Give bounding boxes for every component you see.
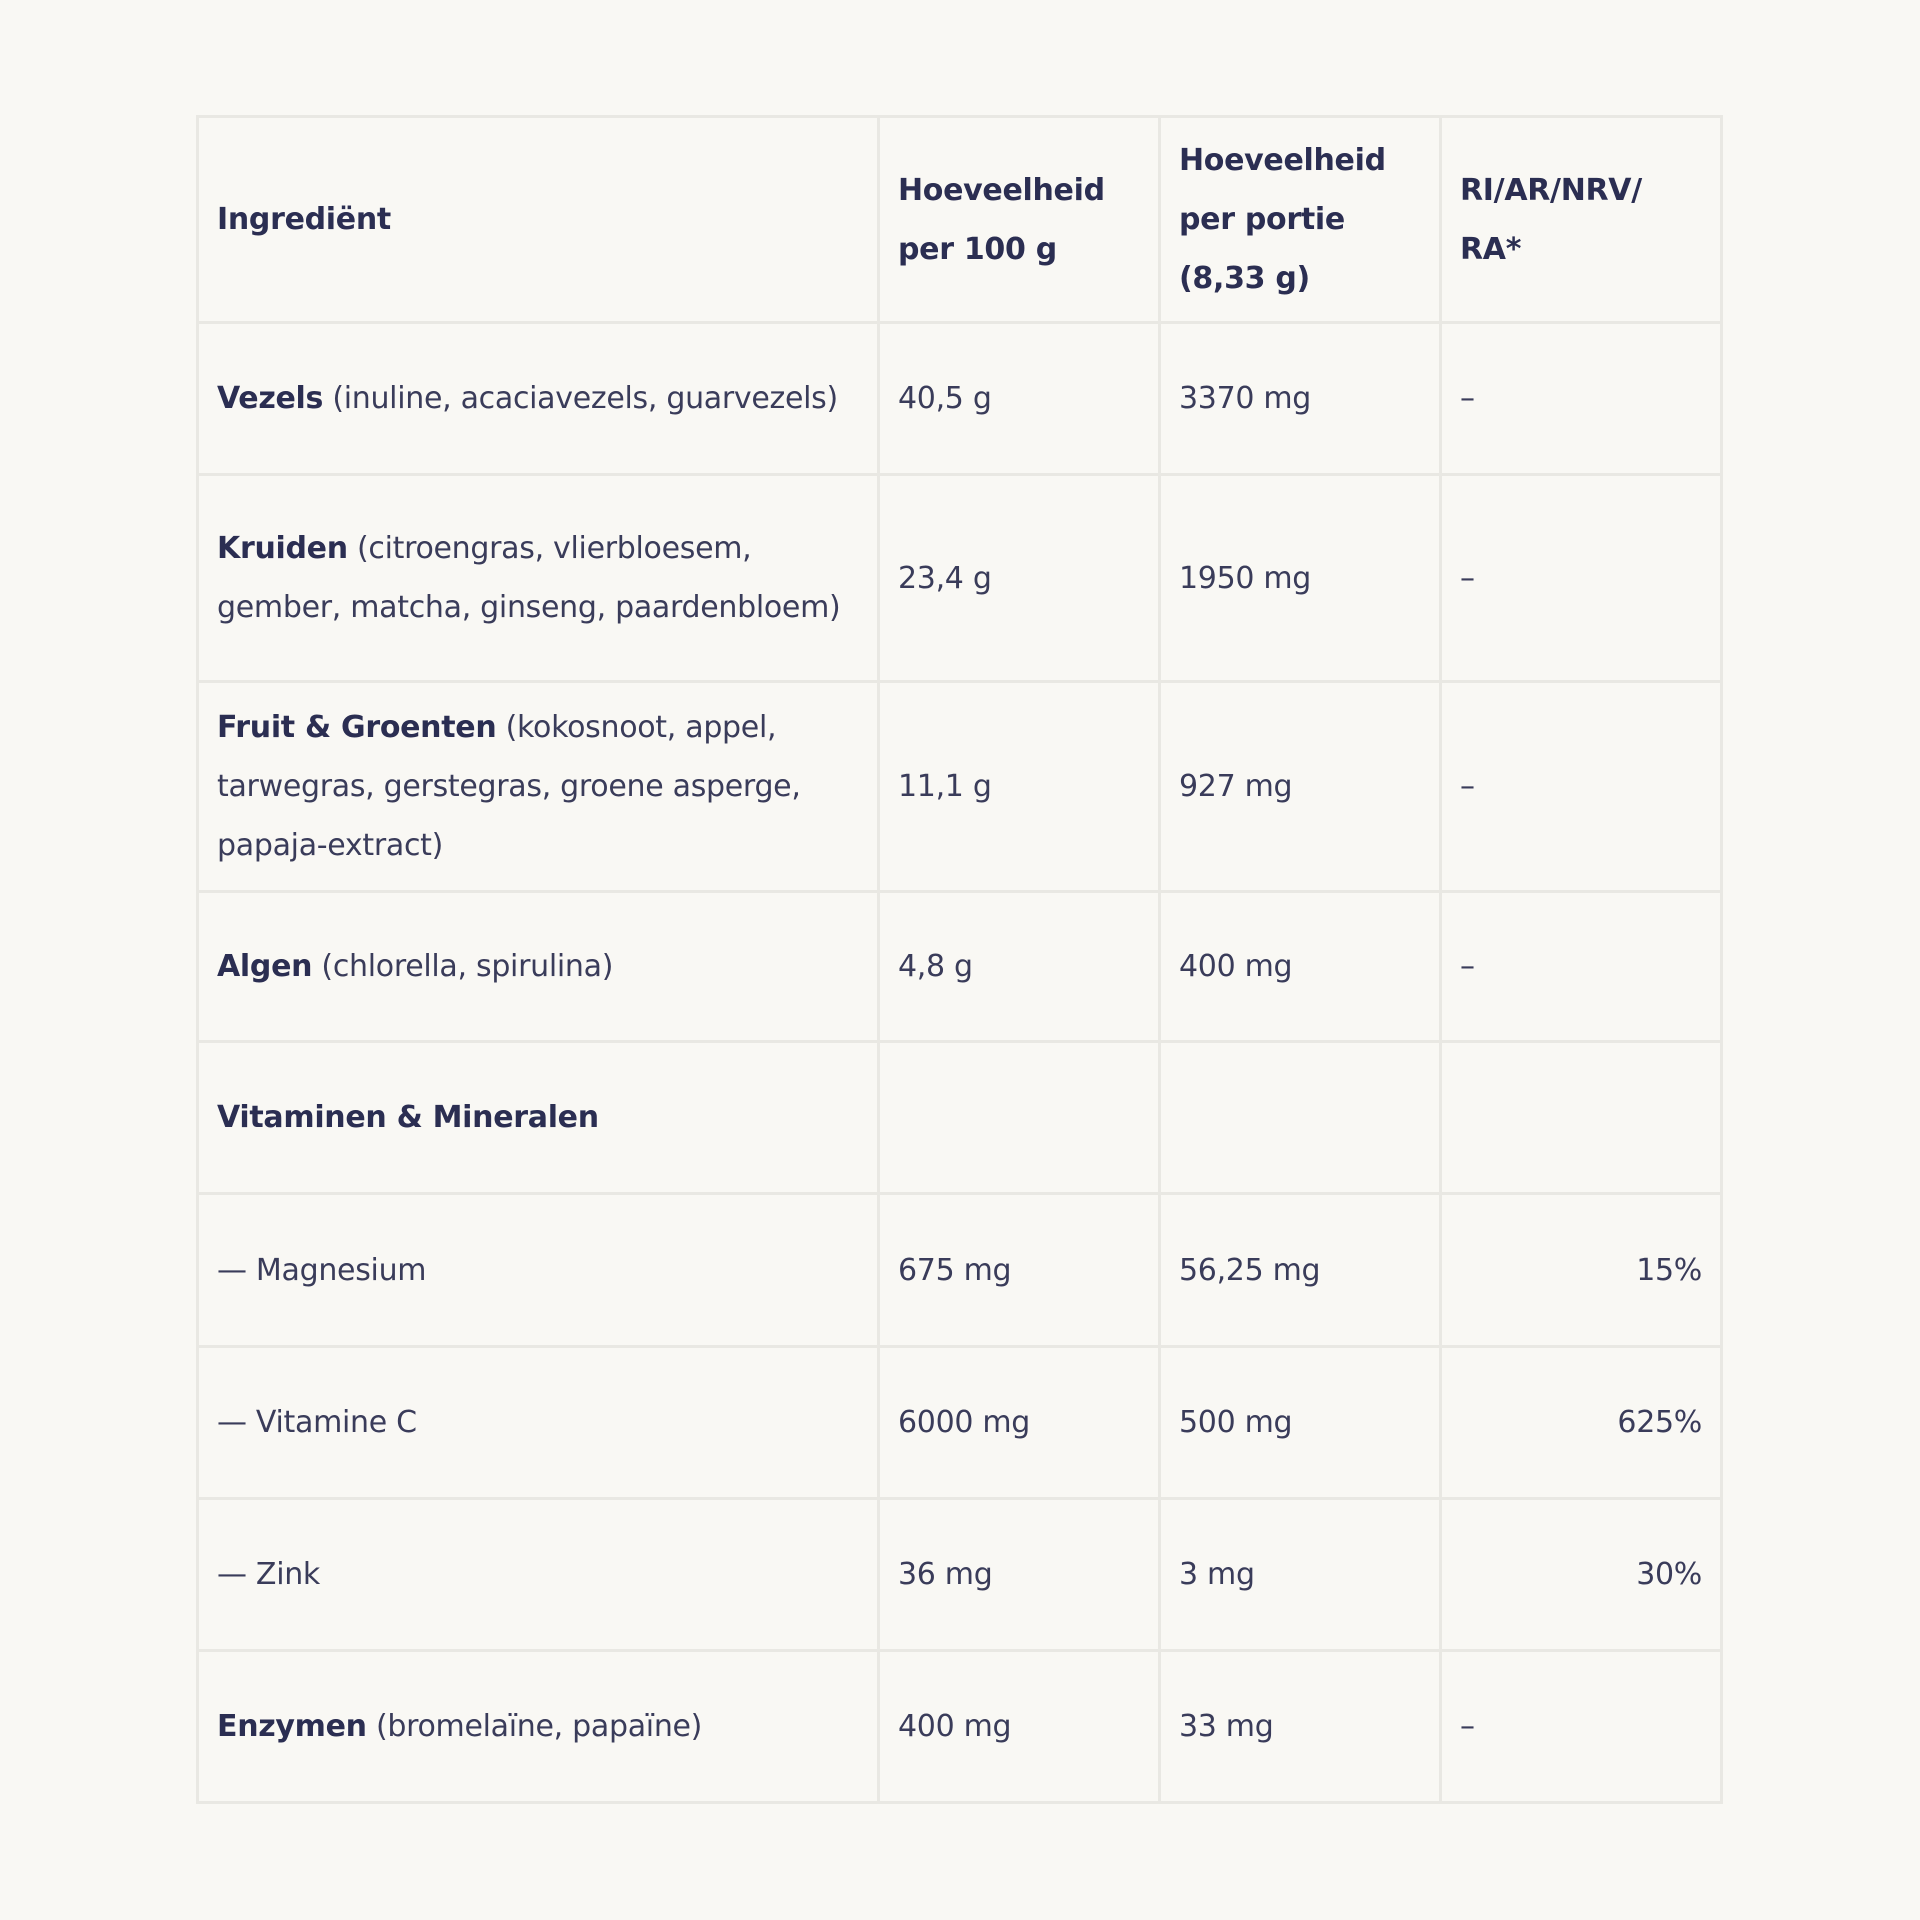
ingredient-cell: Enzymen (bromelaïne, papaïne) (196, 1649, 880, 1804)
ri-cell (1439, 1040, 1723, 1195)
table-row: Enzymen (bromelaïne, papaïne) 400 mg 33 … (196, 1649, 1723, 1804)
per-100g-cell: 400 mg (877, 1649, 1161, 1804)
ri-cell: 15% (1439, 1192, 1723, 1348)
per-portion-cell: 400 mg (1158, 890, 1442, 1043)
ingredient-cell: — Zink (196, 1497, 880, 1652)
table-row: Fruit & Groenten (kokosnoot, appel, tarw… (196, 680, 1723, 893)
ingredient-name: Vitaminen & Mineralen (217, 1100, 599, 1135)
ri-cell: 625% (1439, 1345, 1723, 1500)
per-100g-cell: 4,8 g (877, 890, 1161, 1043)
ingredient-detail: (inuline, acaciavezels, guarvezels) (323, 381, 838, 416)
ingredient-cell: — Vitamine C (196, 1345, 880, 1500)
per-100g-cell: 6000 mg (877, 1345, 1161, 1500)
ingredient-cell: — Magnesium (196, 1192, 880, 1348)
ingredient-name: Vezels (217, 381, 324, 416)
ri-cell: 30% (1439, 1497, 1723, 1652)
per-100g-cell: 23,4 g (877, 473, 1161, 683)
ingredient-detail: (citroengras, vlierbloesem, gember, matc… (217, 531, 841, 625)
ingredient-detail: (bromelaïne, papaïne) (366, 1709, 703, 1744)
ri-cell: – (1439, 473, 1723, 683)
per-portion-cell: 3 mg (1158, 1497, 1442, 1652)
per-portion-cell (1158, 1040, 1442, 1195)
per-portion-cell: 927 mg (1158, 680, 1442, 893)
ingredient-name: Algen (217, 949, 313, 984)
per-100g-cell: 675 mg (877, 1192, 1161, 1348)
ingredient-name: Fruit & Groenten (217, 710, 497, 745)
ingredient-cell: Algen (chlorella, spirulina) (196, 890, 880, 1043)
ingredient-name: Enzymen (217, 1709, 367, 1744)
ingredient-name: Kruiden (217, 531, 348, 566)
ri-cell: – (1439, 1649, 1723, 1804)
per-portion-cell: 1950 mg (1158, 473, 1442, 683)
table-row: Algen (chlorella, spirulina) 4,8 g 400 m… (196, 890, 1723, 1043)
nutrition-table: Ingrediënt Hoeveelheid per 100 g Hoeveel… (196, 115, 1723, 1804)
per-portion-cell: 56,25 mg (1158, 1192, 1442, 1348)
per-portion-cell: 500 mg (1158, 1345, 1442, 1500)
per-portion-cell: 3370 mg (1158, 321, 1442, 476)
header-per-100g: Hoeveelheid per 100 g (877, 115, 1161, 324)
per-portion-cell: 33 mg (1158, 1649, 1442, 1804)
ingredient-cell: Kruiden (citroengras, vlierbloesem, gemb… (196, 473, 880, 683)
ingredient-detail: (chlorella, spirulina) (312, 949, 614, 984)
header-row: Ingrediënt Hoeveelheid per 100 g Hoeveel… (196, 115, 1723, 324)
ingredient-cell: Vezels (inuline, acaciavezels, guarvezel… (196, 321, 880, 476)
table-row: — Magnesium 675 mg 56,25 mg 15% (196, 1192, 1723, 1348)
ingredient-detail: — Magnesium (217, 1252, 427, 1288)
per-100g-cell: 40,5 g (877, 321, 1161, 476)
ingredient-cell: Vitaminen & Mineralen (196, 1040, 880, 1195)
ingredient-detail: — Vitamine C (217, 1405, 417, 1440)
header-per-portion: Hoeveelheid per portie (8,33 g) (1158, 115, 1442, 324)
header-ri: RI/AR/NRV/ RA* (1439, 115, 1723, 324)
table-row: — Zink 36 mg 3 mg 30% (196, 1497, 1723, 1652)
per-100g-cell (877, 1040, 1161, 1195)
table-row: — Vitamine C 6000 mg 500 mg 625% (196, 1345, 1723, 1500)
per-100g-cell: 11,1 g (877, 680, 1161, 893)
ri-cell: – (1439, 890, 1723, 1043)
ingredient-detail: (kokosnoot, appel, tarwegras, gerstegras… (217, 710, 801, 863)
ingredient-detail: — Zink (217, 1557, 321, 1592)
ingredient-cell: Fruit & Groenten (kokosnoot, appel, tarw… (196, 680, 880, 893)
ri-cell: – (1439, 321, 1723, 476)
table-row: Kruiden (citroengras, vlierbloesem, gemb… (196, 473, 1723, 683)
table-row: Vitaminen & Mineralen (196, 1040, 1723, 1195)
ri-cell: – (1439, 680, 1723, 893)
table-row: Vezels (inuline, acaciavezels, guarvezel… (196, 321, 1723, 476)
header-ingredient: Ingrediënt (196, 115, 880, 324)
per-100g-cell: 36 mg (877, 1497, 1161, 1652)
